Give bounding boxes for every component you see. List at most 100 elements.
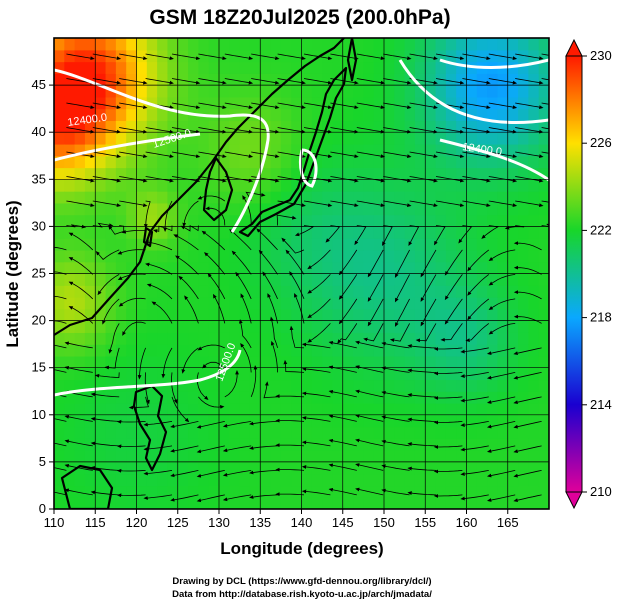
streamline [381, 366, 410, 373]
streamline [541, 127, 549, 130]
streamline [238, 319, 252, 349]
field-cell [64, 108, 76, 122]
field-cell [445, 403, 457, 416]
field-cell [280, 308, 292, 322]
field-cell [538, 438, 549, 451]
field-cell [414, 344, 426, 357]
field-cell [322, 461, 334, 475]
field-cell [363, 167, 375, 180]
field-cell [198, 344, 210, 357]
field-cell [538, 202, 549, 216]
field-cell [74, 261, 86, 275]
streamline [117, 273, 146, 280]
field-cell [249, 379, 261, 392]
field-cell [84, 155, 96, 169]
field-cell [188, 167, 199, 180]
field-cell [280, 143, 292, 157]
streamline [171, 176, 201, 183]
field-cell [291, 403, 303, 416]
field-cell [177, 438, 189, 451]
field-cell [353, 497, 364, 509]
field-cell [425, 143, 437, 157]
field-cell [239, 49, 251, 63]
field-cell [414, 238, 426, 251]
field-cell [456, 73, 468, 86]
field-cell [177, 249, 189, 263]
field-cell [291, 344, 303, 357]
field-cell [332, 379, 344, 392]
field-cell [301, 38, 313, 51]
field-cell [322, 344, 334, 357]
field-cell [311, 403, 323, 416]
field-cell [445, 61, 457, 74]
streamline [68, 232, 94, 251]
field-cell [353, 450, 364, 463]
streamline [289, 271, 305, 300]
field-cell [342, 85, 354, 98]
field-cell [229, 261, 241, 275]
field-cell [497, 403, 509, 416]
field-cell [64, 155, 76, 169]
field-cell [435, 320, 447, 333]
field-cell [353, 38, 364, 51]
field-cell [229, 85, 241, 98]
field-cell [208, 426, 220, 439]
field-cell [64, 96, 76, 110]
field-cell [342, 438, 354, 451]
field-cell [322, 202, 334, 216]
field-cell [311, 179, 323, 192]
field-cell [64, 473, 76, 487]
field-cell [425, 249, 437, 263]
field-cell [311, 485, 323, 498]
field-cell [188, 38, 199, 51]
field-cell [270, 202, 282, 216]
field-cell [198, 473, 210, 487]
field-cell [219, 49, 230, 63]
field-cell [188, 344, 199, 357]
field-cell [105, 214, 117, 227]
field-cell [280, 403, 292, 416]
field-cell [445, 473, 457, 487]
streamline [515, 127, 544, 134]
field-cell [74, 367, 86, 381]
field-cell [466, 497, 478, 509]
field-cell [322, 285, 334, 298]
field-cell [249, 497, 261, 509]
field-cell [332, 226, 344, 239]
streamline [515, 53, 544, 61]
field-cell [456, 379, 468, 392]
field-cell [342, 273, 354, 286]
field-cell [105, 108, 117, 122]
field-cell [363, 497, 375, 509]
field-cell [260, 179, 272, 192]
field-cell [332, 143, 344, 157]
streamline [64, 414, 93, 422]
streamline [235, 271, 252, 300]
field-cell [311, 497, 323, 509]
field-cell [404, 297, 416, 310]
streamline [66, 53, 95, 61]
streamline [301, 440, 331, 447]
field-cell [445, 214, 457, 227]
field-cell [394, 85, 406, 98]
field-cell [342, 191, 354, 204]
streamline [488, 176, 518, 183]
streamline [251, 127, 280, 134]
field-cell [332, 355, 344, 369]
streamline [307, 274, 331, 294]
field-cell [456, 191, 468, 204]
field-cell [322, 297, 334, 310]
field-cell [167, 320, 179, 333]
field-cell [291, 61, 303, 74]
field-cell [54, 485, 65, 498]
field-cell [404, 132, 416, 145]
field-cell [188, 332, 199, 345]
streamline [90, 441, 120, 447]
streamline [66, 127, 95, 134]
field-cell [528, 379, 540, 392]
field-cell [95, 403, 107, 416]
field-cell [518, 285, 529, 298]
field-cell [74, 120, 86, 133]
field-cell [507, 38, 519, 51]
field-cell [466, 179, 478, 192]
